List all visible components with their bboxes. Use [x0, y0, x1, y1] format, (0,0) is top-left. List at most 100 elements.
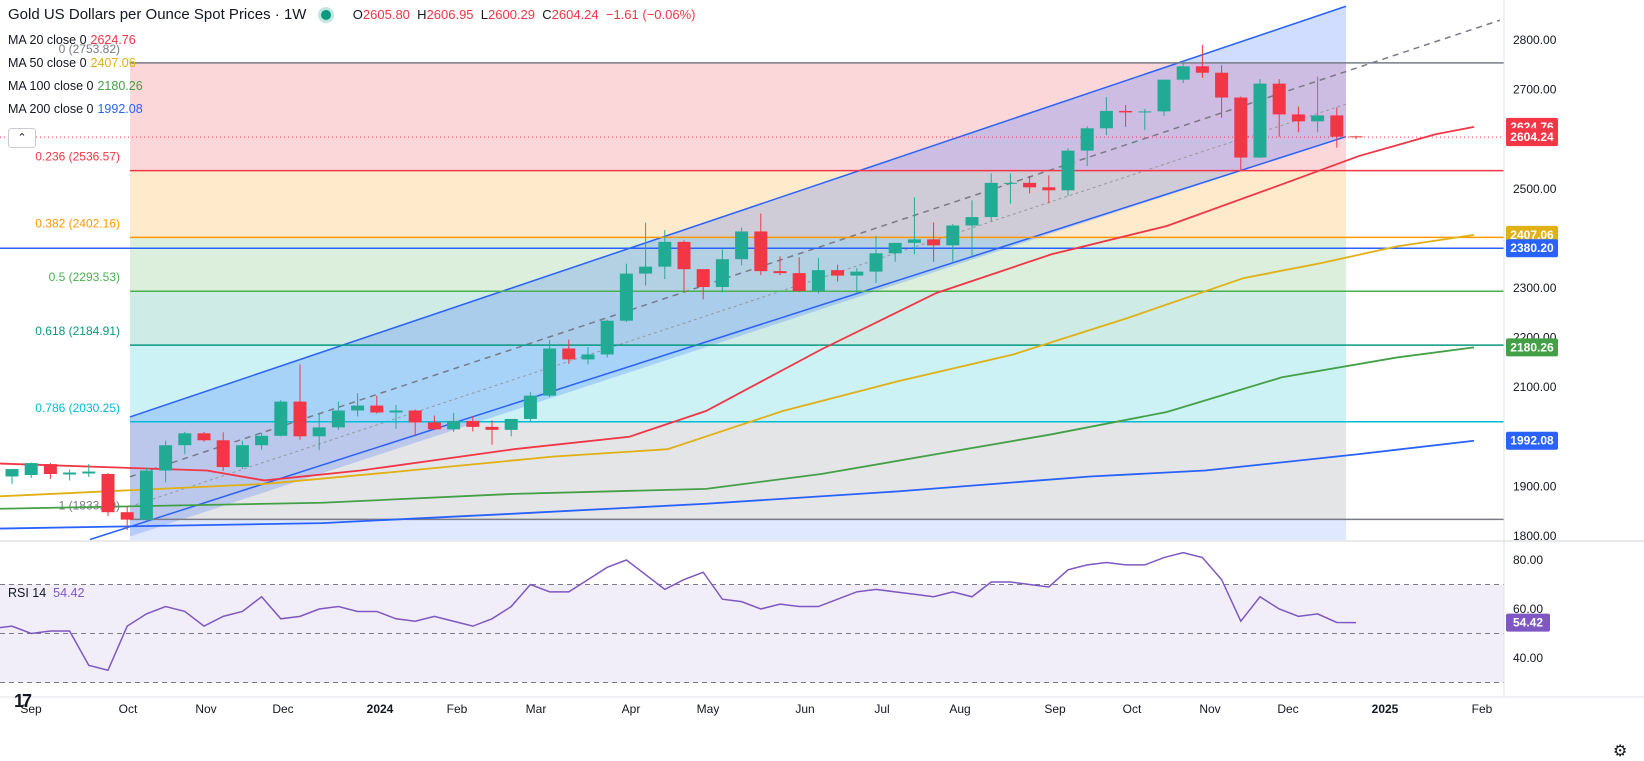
candle-body: [1003, 182, 1017, 184]
candle: [696, 269, 710, 300]
candle-body: [1272, 83, 1286, 115]
time-tick: Oct: [119, 702, 138, 716]
candle: [159, 440, 173, 483]
candle-body: [159, 445, 173, 471]
candle: [1253, 79, 1267, 159]
gear-icon[interactable]: ⚙: [1613, 743, 1628, 760]
candle: [1330, 107, 1344, 148]
fib-label-0.382: 0.382 (2402.16): [35, 216, 120, 230]
candle: [1291, 106, 1305, 133]
candle: [24, 462, 38, 478]
candle-body: [619, 273, 633, 321]
candle-body: [1042, 187, 1056, 191]
fib-zone: [130, 519, 1346, 540]
candle-body: [1195, 66, 1209, 73]
candle: [869, 235, 883, 284]
ma100-legend[interactable]: MA 100 close 0 2180.26: [8, 79, 143, 93]
time-tick: Jul: [874, 702, 889, 716]
rsi-legend[interactable]: RSI 14 54.42: [8, 586, 85, 600]
ma200-legend[interactable]: MA 200 close 0 1992.08: [8, 102, 143, 116]
candle: [389, 405, 403, 429]
candle-body: [63, 472, 77, 475]
rsi-value-text: 54.42: [1513, 616, 1543, 630]
candle-body: [1330, 115, 1344, 137]
fib-zone: [130, 62, 1346, 171]
time-tick: Apr: [622, 702, 641, 716]
time-tick: Jun: [795, 702, 814, 716]
time-tick: May: [697, 702, 720, 716]
candle-body: [120, 512, 134, 520]
candle: [1215, 65, 1229, 118]
candle-body: [639, 266, 653, 274]
channel-upper-line: [129, 5, 1347, 418]
candle-body: [792, 273, 806, 291]
time-tick: 2024: [367, 702, 394, 716]
candle-body: [888, 242, 902, 254]
candle: [1099, 97, 1113, 136]
collapse-legend-button[interactable]: ⌃: [8, 128, 36, 148]
time-tick: Oct: [1123, 702, 1142, 716]
rsi-tick: 80.00: [1513, 553, 1543, 567]
candle: [1042, 175, 1056, 204]
candle-body: [235, 445, 249, 468]
candle-body: [1291, 114, 1305, 122]
candle-body: [197, 433, 211, 441]
candle-body: [331, 410, 345, 428]
candle-body: [735, 231, 749, 260]
candle-body: [274, 401, 288, 436]
candle: [927, 222, 941, 262]
price-label: 1992.08: [1506, 431, 1558, 450]
candle: [562, 339, 576, 364]
fib-label-0.236: 0.236 (2536.57): [35, 150, 120, 164]
candle: [639, 222, 653, 286]
candle: [965, 200, 979, 257]
ohlc-readout: O2605.80 H2606.95 L2600.29 C2604.24 −1.6…: [352, 7, 696, 22]
candle: [1119, 104, 1133, 127]
candle: [427, 415, 441, 431]
candle-body: [658, 241, 672, 267]
candle: [447, 412, 461, 432]
candle-body: [408, 410, 422, 423]
candle: [1311, 76, 1325, 133]
price-label-text: 1992.08: [1510, 434, 1554, 448]
price-label: 2380.20: [1506, 239, 1558, 258]
price-tick: 2700.00: [1513, 83, 1557, 97]
candle: [139, 468, 153, 521]
candle: [216, 432, 230, 472]
candle-body: [389, 410, 403, 413]
rsi-value-label: [1506, 613, 1550, 632]
fib-zone: [130, 291, 1346, 346]
candle-body: [811, 270, 825, 291]
candle: [523, 392, 537, 422]
candle: [1138, 108, 1152, 131]
candle: [255, 432, 269, 450]
chart-header: Gold US Dollars per Ounce Spot Prices · …: [8, 6, 696, 23]
candle: [370, 395, 384, 414]
time-tick: 2025: [1372, 702, 1399, 716]
candle: [1061, 148, 1075, 196]
ma50-legend[interactable]: MA 50 close 0 2407.06: [8, 56, 136, 70]
price-label: 2604.24: [1506, 128, 1558, 147]
time-tick: Nov: [1199, 702, 1220, 716]
channel-mid-line: [129, 19, 1501, 478]
ma20-legend[interactable]: MA 20 close 0 2624.76: [8, 33, 136, 47]
candle: [811, 258, 825, 294]
candle-body: [427, 422, 441, 430]
candle-body: [24, 463, 38, 475]
candle-body: [543, 348, 557, 396]
price-change: −1.61 (−0.06%): [605, 7, 696, 22]
candle-body: [831, 270, 845, 276]
candle-body: [1061, 150, 1075, 191]
ma-line-ma50: [0, 234, 1475, 498]
candle: [101, 473, 115, 517]
candle-body: [1080, 128, 1094, 151]
candle: [466, 415, 480, 432]
candle: [1003, 173, 1017, 204]
candle: [754, 213, 768, 276]
candle: [197, 431, 211, 442]
candle-body: [1138, 111, 1152, 113]
candle: [946, 224, 960, 262]
candle-body: [696, 269, 710, 288]
candle: [120, 506, 134, 531]
